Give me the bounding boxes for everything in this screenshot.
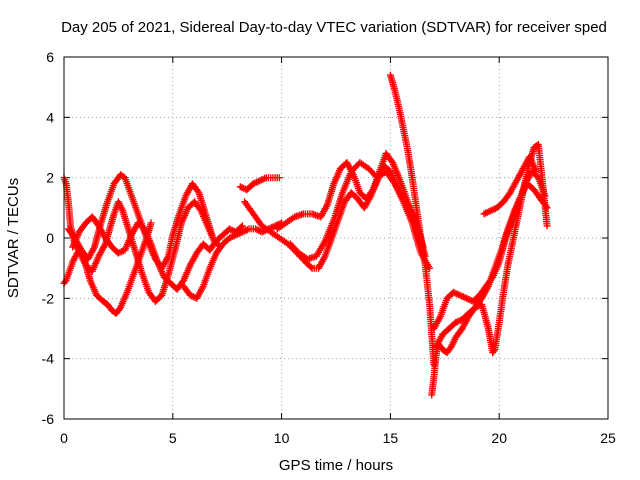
data-point-markers xyxy=(432,180,551,351)
series-sat-f xyxy=(236,174,283,194)
y-tick-label: -4 xyxy=(42,351,55,367)
series-sat-l xyxy=(430,168,549,332)
y-tick-label: 0 xyxy=(46,230,54,246)
x-tick-label: 25 xyxy=(600,430,616,446)
axis-ticks: 0 5 10 15 20 25 -6 -4 -2 0 2 4 6 xyxy=(42,49,616,446)
series-sat-k xyxy=(428,141,551,399)
data-point-markers xyxy=(286,159,434,272)
series-sat-n xyxy=(480,153,540,218)
x-tick-label: 5 xyxy=(169,430,177,446)
series-sat-m xyxy=(432,180,551,351)
series-sat-i xyxy=(286,159,434,272)
y-tick-label: -6 xyxy=(42,411,55,427)
data-point-markers xyxy=(480,153,540,218)
y-tick-label: 6 xyxy=(46,49,54,65)
y-tick-label: -2 xyxy=(42,290,55,306)
data-point-markers xyxy=(428,141,551,399)
data-point-markers xyxy=(236,174,283,194)
data-series xyxy=(60,71,551,399)
data-point-markers xyxy=(386,71,438,369)
data-point-markers xyxy=(273,150,429,260)
y-tick-label: 4 xyxy=(46,109,54,125)
x-tick-label: 0 xyxy=(60,430,68,446)
x-axis-title: GPS time / hours xyxy=(279,457,393,474)
plot-frame xyxy=(63,56,609,420)
series-sat-d xyxy=(69,213,246,293)
y-axis-title: SDTVAR / TECUs xyxy=(5,178,22,298)
data-point-markers xyxy=(430,168,549,332)
x-tick-label: 10 xyxy=(274,430,290,446)
x-tick-label: 20 xyxy=(491,430,507,446)
x-tick-label: 15 xyxy=(383,430,399,446)
y-tick-label: 2 xyxy=(46,170,54,186)
data-point-markers xyxy=(69,213,246,293)
series-sat-j xyxy=(386,71,438,369)
chart-title: Day 205 of 2021, Sidereal Day-to-day VTE… xyxy=(61,19,607,36)
series-sat-h xyxy=(273,150,429,260)
